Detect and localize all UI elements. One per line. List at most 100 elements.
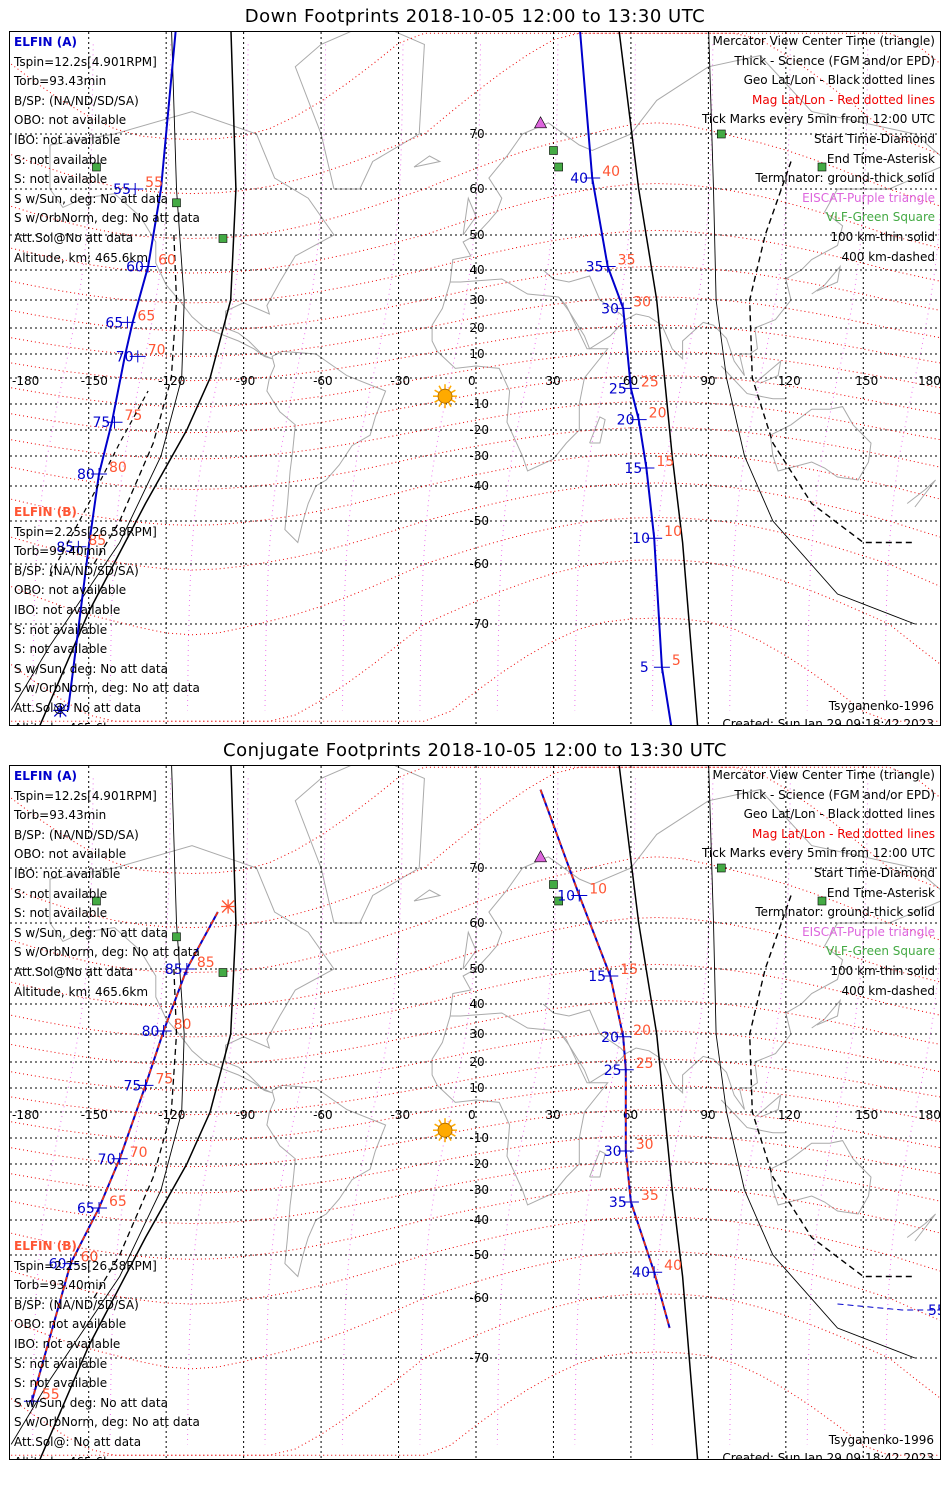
map-legend: Mercator View Center Time (triangle) Thic… bbox=[702, 32, 935, 267]
terminators bbox=[10, 32, 916, 725]
track-a-label: 75 bbox=[93, 415, 111, 431]
track-b-label: 25 bbox=[641, 374, 659, 390]
vlf-square bbox=[554, 162, 563, 172]
vlf-square bbox=[92, 162, 101, 172]
lon-tick-label: 180 bbox=[918, 1108, 941, 1122]
elfin-b-info: ELFIN (B) Tspin=2.25s[26.58RPM] Torb=93.40… bbox=[14, 503, 200, 725]
lon-tick-label: 0 bbox=[468, 1108, 476, 1122]
model-label: Tsyganenko-1996 bbox=[828, 1433, 934, 1447]
track-b-label: 85 bbox=[197, 955, 215, 971]
eiscat-sites bbox=[534, 116, 548, 129]
elfin-b-info-line: IBO: not available bbox=[14, 1336, 121, 1351]
track-a-label: 10 bbox=[632, 531, 650, 547]
vlf-sites bbox=[92, 863, 827, 977]
track-a-label: 30 bbox=[601, 301, 619, 317]
legend-item: 100 km-thin solid bbox=[830, 229, 935, 244]
vlf-square bbox=[817, 896, 827, 906]
elfin-a-info-line: Tspin=12.2s[4.901RPM] bbox=[14, 54, 157, 69]
lat-tick-label: 70 bbox=[469, 127, 484, 141]
lat-tick-label: -40 bbox=[469, 1213, 489, 1227]
vlf-square bbox=[716, 863, 726, 873]
lat-tick-label: 60 bbox=[469, 916, 484, 930]
track-a-label: 40 bbox=[570, 171, 588, 187]
elfin-a-info-line: S: not available bbox=[14, 886, 108, 901]
elfin-b-info-line: S w/Sun, deg: No att data bbox=[14, 661, 168, 676]
elfin-b-header: ELFIN (B) bbox=[14, 1239, 77, 1253]
vlf-square bbox=[716, 129, 726, 139]
vlf-square bbox=[549, 880, 558, 889]
track-a-label: 15 bbox=[588, 969, 606, 985]
lon-tick-label: -60 bbox=[313, 374, 333, 388]
elfin-b-info-line: OBO: not available bbox=[14, 1317, 127, 1332]
track-a-label: 10 bbox=[557, 889, 575, 905]
track-b-label: 15 bbox=[656, 454, 674, 470]
elfin-a-info-line: S w/OrbNorm, deg: No att data bbox=[14, 945, 200, 960]
eiscat-triangle bbox=[534, 116, 548, 129]
legend-item: 400 km-dashed bbox=[841, 249, 935, 264]
legend-item: Start Time-Diamond bbox=[813, 865, 935, 880]
geo-grid bbox=[10, 32, 940, 725]
elfin-b-header: ELFIN (B) bbox=[14, 505, 77, 519]
track-a-label: 80 bbox=[142, 1024, 160, 1040]
track-a-label: 65 bbox=[105, 315, 123, 331]
lat-tick-label: 50 bbox=[469, 228, 484, 242]
elfin-a-info-line: S w/Sun, deg: No att data bbox=[14, 191, 168, 206]
lon-tick-label: -90 bbox=[236, 374, 256, 388]
lon-tick-label: 0 bbox=[468, 374, 476, 388]
elfin-a-info: ELFIN (A) Tspin=12.2s[4.901RPM] Torb=93.43… bbox=[14, 33, 200, 268]
lon-tick-label: 150 bbox=[855, 1108, 878, 1122]
track-b-label: 15 bbox=[620, 962, 638, 978]
legend-item: Mag Lat/Lon - Red dotted lines bbox=[751, 826, 935, 841]
legend-item: 400 km-dashed bbox=[841, 983, 935, 998]
axis-labels: -180 -150 -120 -90 -60 -30 0 30 60 90 120 150 180 70 6… bbox=[12, 861, 941, 1365]
lat-tick-label: 40 bbox=[469, 263, 484, 277]
elfin-b-info: ELFIN (B) Tspin=2.25s[26.58RPM] Torb=93.40… bbox=[14, 1237, 200, 1459]
lat-tick-label: -60 bbox=[469, 557, 489, 571]
lon-tick-label: 180 bbox=[918, 374, 941, 388]
elfin-a-info-line: Altitude, km: 465.6km bbox=[14, 984, 149, 999]
elfin-b-info-line: Att.Sol@: No att data bbox=[14, 1434, 142, 1449]
track-b-label: 25 bbox=[636, 1056, 654, 1072]
elfin-a-header: ELFIN (A) bbox=[14, 769, 77, 783]
lat-tick-label: -30 bbox=[469, 1183, 489, 1197]
elfin-a-info-line: B/SP: (NA/ND/SD/SA) bbox=[14, 827, 139, 842]
lat-tick-label: 10 bbox=[469, 1081, 484, 1095]
elfin-a-info-line: Torb=93.43min bbox=[14, 808, 107, 823]
elfin-a-info-line: Tspin=12.2s[4.901RPM] bbox=[14, 788, 157, 803]
legend-item: Thick - Science (FGM and/or EPD) bbox=[734, 787, 935, 802]
vlf-square bbox=[549, 146, 558, 155]
track-b-label: 70 bbox=[130, 1145, 148, 1161]
legend-item: EISCAT-Purple triangle bbox=[802, 924, 935, 939]
lat-tick-label: 50 bbox=[469, 962, 484, 976]
down-panel-title: Down Footprints 2018-10-05 12:00 to 13:3… bbox=[244, 6, 706, 27]
track-b-label: 30 bbox=[633, 294, 651, 310]
elfin-b-info-line: OBO: not available bbox=[14, 583, 127, 598]
lon-tick-label: 30 bbox=[545, 374, 560, 388]
lat-tick-label: 60 bbox=[469, 182, 484, 196]
vlf-square bbox=[817, 162, 827, 172]
elfin-b-info-line: S: not available bbox=[14, 1376, 108, 1391]
elfin-a-info-line: IBO: not available bbox=[14, 866, 121, 881]
track-b-label: 55 bbox=[42, 1387, 60, 1403]
elfin-b-info-line: IBO: not available bbox=[14, 602, 121, 617]
track-b-label: 35 bbox=[641, 1188, 659, 1204]
elfin-a-info-line: OBO: not available bbox=[14, 847, 127, 862]
legend-item: EISCAT-Purple triangle bbox=[802, 190, 935, 205]
elfin-a-track bbox=[67, 32, 177, 711]
elfin-a-info-line: S: not available bbox=[14, 152, 108, 167]
elfin-b-info-line: Altitude: 465.6km bbox=[14, 1453, 200, 1459]
conjugate-panel-title: Conjugate Footprints 2018-10-05 12:00 to… bbox=[223, 740, 727, 761]
track-a-label: 80 bbox=[77, 467, 95, 483]
elfin-a-info-line: Att.Sol@No att data bbox=[14, 230, 134, 245]
lon-tick-label: -180 bbox=[12, 374, 39, 388]
elfin-a-info-line: S w/Sun, deg: No att data bbox=[14, 925, 168, 940]
vlf-square bbox=[218, 968, 228, 977]
track-a-label: 20 bbox=[601, 1030, 619, 1046]
elfin-b-info-line: S: not available bbox=[14, 1356, 108, 1371]
vlf-square bbox=[172, 198, 181, 208]
track-a-label: 35 bbox=[586, 260, 604, 276]
lat-tick-label: -30 bbox=[469, 449, 489, 463]
lon-tick-label: -120 bbox=[158, 1108, 185, 1122]
elfin-a-info-line: S w/OrbNorm, deg: No att data bbox=[14, 211, 200, 226]
elfin-b-info-line: Altitude: 465.6km bbox=[14, 719, 200, 725]
